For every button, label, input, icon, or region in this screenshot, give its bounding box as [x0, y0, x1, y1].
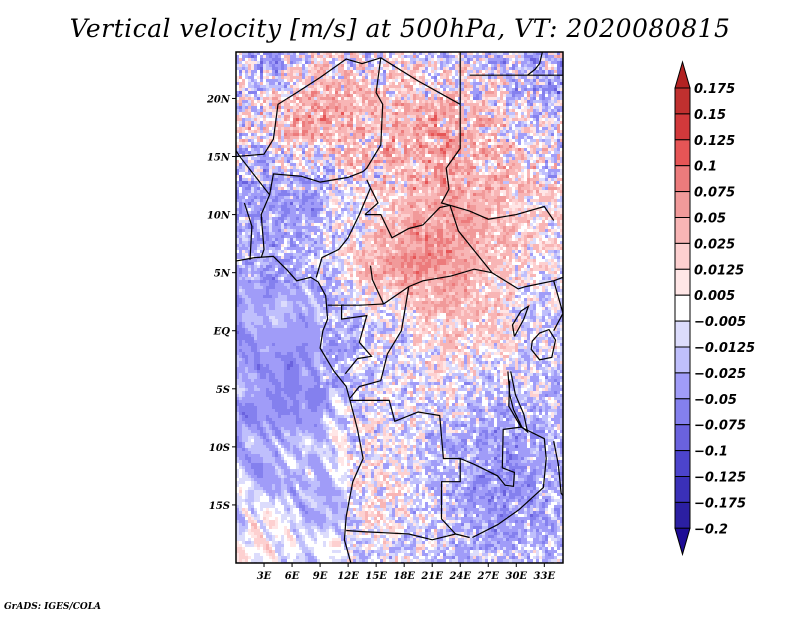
border-cameroon-chad [364, 187, 379, 216]
colorbar-box [674, 398, 691, 426]
colorbar-box [674, 320, 691, 348]
colorbar-box [674, 165, 691, 193]
x-tick-label: 24E [448, 571, 471, 582]
colorbar-label: 0.005 [694, 289, 735, 304]
colorbar-label: −0.005 [694, 315, 746, 330]
border-benin-togo [243, 202, 253, 260]
lake-albert-edward [511, 304, 530, 337]
colorbar-label: −0.025 [694, 367, 746, 382]
colorbar-label: 0.0125 [694, 263, 744, 278]
lake-tanganyika [507, 371, 529, 434]
colorbar-box [674, 268, 691, 296]
colorbar-box [674, 113, 691, 141]
x-tick-label: 6E [285, 571, 300, 582]
colorbar-box [674, 424, 691, 452]
border-cameroon-car [369, 265, 385, 305]
x-tick-label: 30E [506, 571, 528, 582]
y-tick-label: 20N [206, 94, 231, 105]
lake-victoria [530, 328, 557, 361]
x-tick-label: 9E [313, 571, 328, 582]
vertical-velocity-field [236, 52, 563, 563]
border-gabon-cameroon [327, 303, 384, 306]
y-tick-label: 10N [207, 211, 231, 222]
colorbar-label: 0.075 [694, 186, 735, 201]
lake-nasser [527, 52, 543, 76]
colorbar-box [674, 450, 691, 478]
y-axis: 20N 15N 10N 5N EQ 5S 10S 15S [206, 94, 236, 512]
colorbar: 0.175 0.15 0.125 0.1 0.075 0.05 0.025 0.0125 0.0… [674, 60, 755, 557]
y-tick-label: 15N [207, 153, 231, 164]
x-tick-label: 33E [534, 571, 556, 582]
y-tick-label: 10S [209, 443, 230, 454]
grads-credit: GrADS: IGES/COLA [4, 602, 102, 612]
colorbar-box [674, 242, 691, 270]
colorbar-label: 0.175 [694, 82, 735, 97]
border-uganda-kenya [553, 280, 563, 331]
colorbar-label: 0.15 [694, 108, 726, 123]
border-sudan-southsudan [449, 204, 555, 221]
x-tick-label: 12E [337, 571, 359, 582]
border-niger-north [236, 57, 381, 158]
colorbar-label: 0.1 [694, 160, 717, 175]
colorbar-box [674, 501, 691, 529]
border-libya-chad [380, 57, 461, 105]
x-tick-label: 3E [257, 571, 272, 582]
y-tick-label: 5S [216, 385, 230, 396]
country-borders [236, 52, 563, 563]
border-niger-nigeria [269, 171, 364, 195]
x-tick-label: 27E [476, 571, 499, 582]
border-chad-car [364, 204, 451, 239]
colorbar-box [674, 372, 691, 400]
border-angola-namibia [346, 529, 470, 541]
border-car-southsudan [449, 205, 493, 274]
x-tick-label: 18E [393, 571, 415, 582]
colorbar-label: 0.125 [694, 134, 735, 149]
colorbar-label: 0.05 [694, 212, 726, 227]
border-chad-sudan [440, 104, 461, 206]
colorbar-box [674, 346, 691, 374]
colorbar-box [674, 294, 691, 322]
x-axis: 3E 6E 9E 12E 15E 18E 21E 24E 27E 30E 33E [257, 563, 556, 582]
border-drc-zambia [459, 426, 522, 487]
colorbar-label: −0.0125 [694, 341, 755, 356]
coastline-west-africa [236, 255, 364, 563]
colorbar-box [674, 476, 691, 503]
border-car-drc [383, 268, 493, 305]
y-tick-label: 5N [214, 269, 231, 280]
colorbar-label: −0.175 [694, 496, 746, 511]
y-tick-label: 15S [209, 501, 230, 512]
x-tick-label: 21E [420, 571, 443, 582]
colorbar-extend-min [674, 527, 691, 557]
lake-malawi [553, 440, 563, 496]
border-zambia-east [472, 426, 547, 539]
colorbar-label: −0.2 [694, 522, 728, 537]
x-tick-label: 15E [365, 571, 387, 582]
border-congo-drc [349, 286, 410, 399]
border-mali-niger [236, 150, 271, 258]
map-frame [235, 51, 564, 564]
chart-title: Vertical velocity [m/s] at 500hPa, VT: 2… [69, 14, 731, 43]
colorbar-label: −0.1 [694, 445, 728, 460]
colorbar-box [674, 217, 691, 244]
border-southsudan-drc-uganda [491, 272, 563, 290]
colorbar-label: −0.075 [694, 419, 746, 434]
y-tick-label: EQ [213, 327, 231, 338]
colorbar-box [674, 191, 691, 219]
colorbar-label: −0.05 [694, 393, 737, 408]
border-chad-niger [362, 57, 384, 173]
colorbar-box [674, 87, 691, 115]
colorbar-label: −0.125 [694, 471, 746, 486]
colorbar-box [674, 139, 691, 167]
border-gabon-congo [341, 305, 373, 375]
border-drc-angola [350, 399, 461, 535]
colorbar-extend-max [674, 60, 691, 89]
colorbar-label: 0.025 [694, 237, 735, 252]
